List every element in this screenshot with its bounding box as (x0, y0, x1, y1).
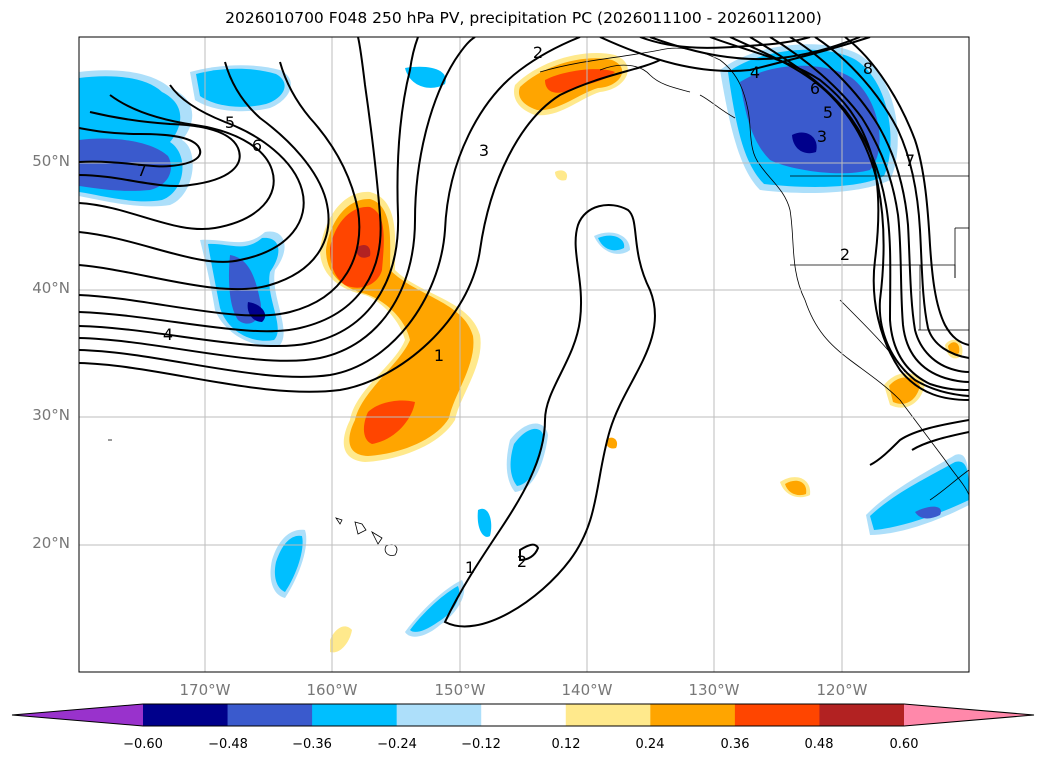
contour-label: 4 (163, 325, 173, 344)
contour-label: 2 (840, 245, 850, 264)
contour-label: 1 (434, 346, 444, 365)
lon-label-170w: 170°W (179, 681, 231, 699)
colorbar-bin (143, 704, 229, 726)
colorbar-tick: −0.24 (377, 737, 417, 752)
contour-label: 4 (750, 63, 760, 82)
colorbar-tick: 0.60 (889, 737, 919, 752)
contour-label: 2 (517, 552, 527, 571)
colorbar-tick: 0.12 (551, 737, 581, 752)
lat-label-30n: 30°N (32, 406, 70, 424)
contour-label: 2 (533, 43, 543, 62)
colorbar-bins (143, 704, 905, 726)
lon-label-120w: 120°W (816, 681, 868, 699)
colorbar-bin (650, 704, 736, 726)
precip-positive-shading (320, 53, 963, 653)
graticule (79, 37, 969, 672)
contour-label: 3 (817, 127, 827, 146)
contour-label: 5 (225, 113, 235, 132)
precip-negative-shading (79, 44, 969, 637)
colorbar-tick: −0.12 (461, 737, 501, 752)
contour-labels: 5 6 7 4 3 2 1 1 2 4 5 6 7 8 3 2 (137, 43, 915, 577)
contour-label: 6 (252, 136, 262, 155)
map-title: 2026010700 F048 250 hPa PV, precipitatio… (225, 9, 822, 27)
colorbar-bin (481, 704, 567, 726)
map-frame (78, 36, 970, 673)
colorbar-extend-low (12, 704, 143, 726)
lon-label-140w: 140°W (561, 681, 613, 699)
colorbar-bin (734, 704, 820, 726)
contour-label: 6 (810, 79, 820, 98)
contour-label: 5 (823, 103, 833, 122)
lat-label-40n: 40°N (32, 279, 70, 297)
contour-label: 1 (465, 558, 475, 577)
colorbar-tick: 0.48 (804, 737, 834, 752)
contour-label: 7 (905, 151, 915, 170)
colorbar (11, 703, 1035, 727)
colorbar-bin (565, 704, 651, 726)
lon-label-160w: 160°W (306, 681, 358, 699)
colorbar-tick: −0.48 (208, 737, 248, 752)
pv-contours (79, 37, 969, 628)
colorbar-bin (396, 704, 482, 726)
colorbar-extend-high (904, 704, 1034, 726)
lon-label-130w: 130°W (688, 681, 740, 699)
colorbar-tick: −0.36 (292, 737, 332, 752)
colorbar-bin (312, 704, 398, 726)
colorbar-tick: 0.36 (720, 737, 750, 752)
lat-label-20n: 20°N (32, 534, 70, 552)
contour-label: 3 (479, 141, 489, 160)
colorbar-bin (227, 704, 313, 726)
colorbar-tick: −0.60 (123, 737, 163, 752)
colorbar-tick: 0.24 (635, 737, 665, 752)
contour-label: 8 (863, 59, 873, 78)
lat-label-50n: 50°N (32, 152, 70, 170)
contour-label: 7 (137, 161, 147, 180)
colorbar-bin (819, 704, 905, 726)
lon-label-150w: 150°W (434, 681, 486, 699)
